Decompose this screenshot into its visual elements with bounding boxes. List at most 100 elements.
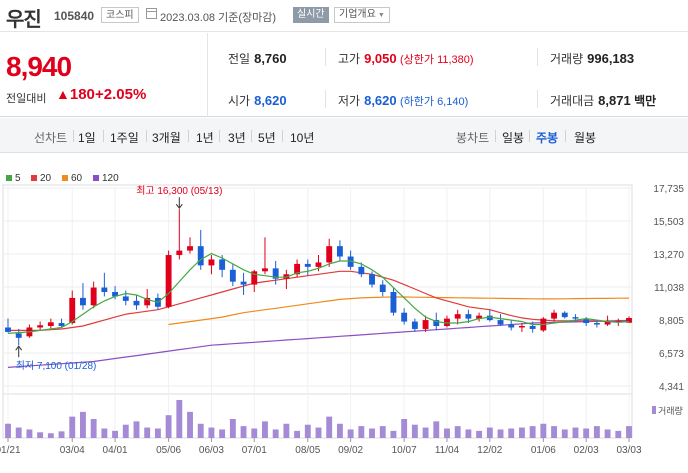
stock-name: 우진 [6,9,42,31]
market-badge: 코스피 [101,7,139,23]
x-tick-label: 05/06 [156,445,181,456]
tab-daily[interactable]: 일봉 [502,131,525,145]
open-price: 시가 8,620 [228,93,287,108]
tab-1week[interactable]: 1주일 [110,131,139,145]
change-value: ▲180 [56,86,95,103]
candle-body [240,281,247,285]
candle-body [379,284,386,292]
candle-body [90,287,97,306]
candle-body [208,259,215,266]
candle-body [358,266,365,275]
divider [537,90,538,108]
candle-body [176,250,183,256]
tab-3year[interactable]: 3년 [228,131,246,145]
candle-body [518,325,525,328]
candle-body [561,312,568,318]
ma120-line [7,319,630,368]
candle-body [422,320,429,329]
divider [495,130,496,142]
volume-bar [15,427,22,438]
x-tick-label: 08/05 [295,445,320,456]
legend-label: 20 [40,173,52,184]
candle-body [133,300,140,306]
volume-bar [508,428,515,438]
volume-bar [583,428,590,438]
volume-bar [304,424,311,438]
volume-bar [593,426,600,438]
volume-bar [411,424,418,438]
high-price: 고가 9,050 (상한가 11,380) [338,51,474,66]
calendar-icon [146,8,157,19]
volume-bar [122,424,129,438]
divider [565,130,566,142]
candle-body [251,271,258,285]
tab-10year[interactable]: 10년 [290,131,315,145]
prev-close: 전일 8,760 [228,51,287,66]
volume-bar [518,427,525,438]
candle-body [347,256,354,267]
candle-body [69,297,76,324]
candle-body [187,246,193,251]
candle-body [112,291,119,297]
candle-body [326,246,333,263]
y-tick-label: 15,503 [653,217,684,228]
stock-code: 105840 [54,9,95,23]
volume-bar [347,429,354,438]
volume-bar [262,421,268,438]
volume-bar [176,400,183,438]
volume-bar [572,427,579,438]
chevron-down-icon: ▼ [377,12,385,19]
volume-bar [144,427,151,438]
tab-5year[interactable]: 5년 [258,131,276,145]
tab-1year[interactable]: 1년 [196,131,214,145]
volume-bar [326,416,333,438]
tab-3month[interactable]: 3개월 [152,131,181,145]
plot-frame [2,184,633,439]
candle-body [444,318,450,326]
volume-bar [219,429,226,438]
candle-body [529,325,536,329]
x-tick-label: 11/04 [435,445,460,456]
legend-label: 120 [102,173,119,184]
volume-bar [240,426,247,438]
candle-body [315,262,322,267]
volume-bar [358,426,365,438]
tab-monthly[interactable]: 월봉 [574,131,597,145]
candle-body [197,246,204,266]
legend-label: 60 [71,173,83,184]
x-tick-label: 01/06 [531,445,556,456]
volume-bar [604,429,611,438]
change-label: 전일대비 [6,93,47,105]
volume-bar [208,427,215,438]
candle-body [497,320,504,325]
y-tick-label: 13,270 [653,250,684,261]
volume-bar [422,427,429,438]
x-tick-label: 09/02 [338,445,363,456]
tab-1day[interactable]: 1일 [78,131,96,145]
volume-bar [433,421,440,438]
divider [529,130,530,142]
realtime-button[interactable]: 실시간 [293,7,329,23]
volume-bar [551,426,557,438]
candle-body [294,263,301,275]
volume-bar [80,411,86,438]
volume-legend-label: 거래량 [658,405,683,416]
low-arrow-head [15,345,23,351]
x-tick-label: 04/01 [103,445,128,456]
candle-body [369,274,375,285]
volume-bar [251,428,258,438]
candle-body [37,325,44,328]
line-chart-label: 선차트 [34,131,68,145]
price-chart[interactable]: 17,735 15,503 13,270 11,038 8,805 6,573 4,341 0… [0,168,688,473]
company-overview-dropdown[interactable]: 기업개요 ▼ [334,7,390,23]
divider [103,130,104,142]
tab-weekly[interactable]: 주봉 [536,131,559,145]
candle-body [551,312,557,319]
candle-body [593,323,600,325]
candle-body [476,315,483,319]
quote-date: 2023.03.08 기준(장마감) [160,12,277,24]
volume-bar [229,419,236,438]
volume-bar [626,426,632,438]
volume-bar [369,428,375,438]
low-price: 저가 8,620 (하한가 6,140) [338,93,469,108]
